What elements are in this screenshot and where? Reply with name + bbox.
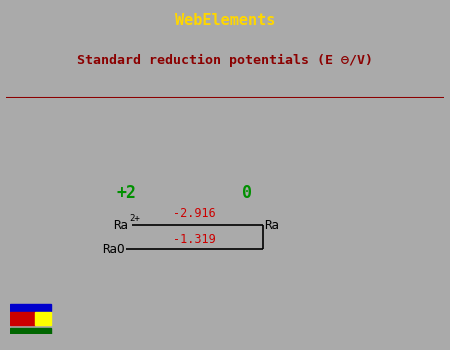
Text: Standard reduction potentials (E ⊖/V): Standard reduction potentials (E ⊖/V): [77, 54, 373, 66]
Text: -2.916: -2.916: [173, 207, 216, 220]
Bar: [10, 304, 50, 311]
Text: 0: 0: [242, 184, 252, 202]
Text: -1.319: -1.319: [173, 233, 216, 246]
Text: RaO: RaO: [102, 243, 124, 256]
Text: Ra: Ra: [113, 219, 128, 232]
Bar: [10, 313, 35, 325]
Text: Ra: Ra: [264, 219, 279, 232]
Text: 2+: 2+: [130, 215, 140, 223]
Text: +2: +2: [117, 184, 136, 202]
Bar: [35, 313, 50, 325]
Text: WebElements: WebElements: [175, 13, 275, 28]
Text: ©Mark Winter 1999 [webelements@sheffield.ac.uk]: ©Mark Winter 1999 [webelements@sheffield…: [425, 129, 432, 329]
Bar: [10, 328, 50, 334]
